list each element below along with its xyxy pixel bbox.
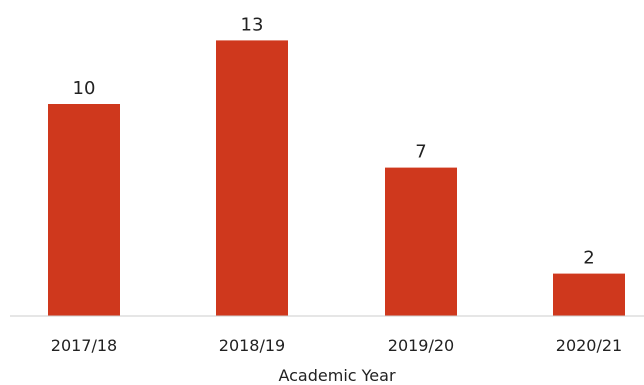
x-tick-label-2019-20: 2019/20 [388, 336, 454, 355]
value-label-2017-18: 10 [73, 78, 96, 99]
x-tick-label-2018-19: 2018/19 [219, 336, 285, 355]
bars-group [48, 40, 625, 317]
value-label-2019-20: 7 [415, 142, 426, 163]
x-axis-title: Academic Year [278, 366, 395, 385]
value-label-2018-19: 13 [241, 14, 264, 35]
x-tick-labels-group: 2017/18 2018/19 2019/20 2020/21 [51, 336, 622, 355]
x-tick-label-2020-21: 2020/21 [556, 336, 622, 355]
value-label-2020-21: 2 [583, 248, 594, 269]
bar-2018-19 [216, 40, 288, 317]
bar-2020-21 [553, 273, 625, 316]
x-tick-label-2017-18: 2017/18 [51, 336, 117, 355]
value-labels-group: 10 13 7 2 [73, 14, 595, 268]
bar-2017-18 [48, 104, 120, 316]
bar-2019-20 [385, 167, 457, 316]
